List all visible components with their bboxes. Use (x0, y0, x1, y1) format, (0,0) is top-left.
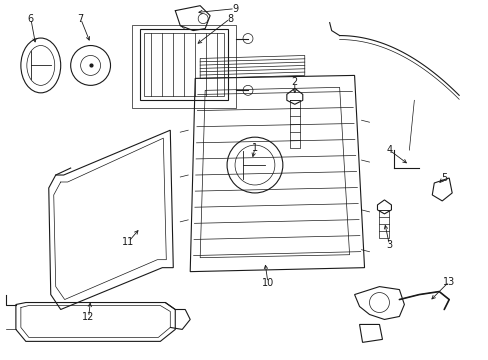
Text: 12: 12 (82, 312, 95, 323)
Text: 7: 7 (78, 14, 83, 24)
Text: 6: 6 (28, 14, 34, 24)
Text: 8: 8 (226, 14, 233, 24)
Text: 13: 13 (442, 276, 454, 287)
Text: 5: 5 (440, 173, 447, 183)
Text: 10: 10 (261, 278, 273, 288)
Text: 11: 11 (122, 237, 134, 247)
Text: 9: 9 (231, 4, 238, 14)
Text: 1: 1 (251, 143, 258, 153)
Text: 3: 3 (386, 240, 392, 250)
Text: 4: 4 (386, 145, 392, 155)
Text: 2: 2 (291, 77, 297, 87)
